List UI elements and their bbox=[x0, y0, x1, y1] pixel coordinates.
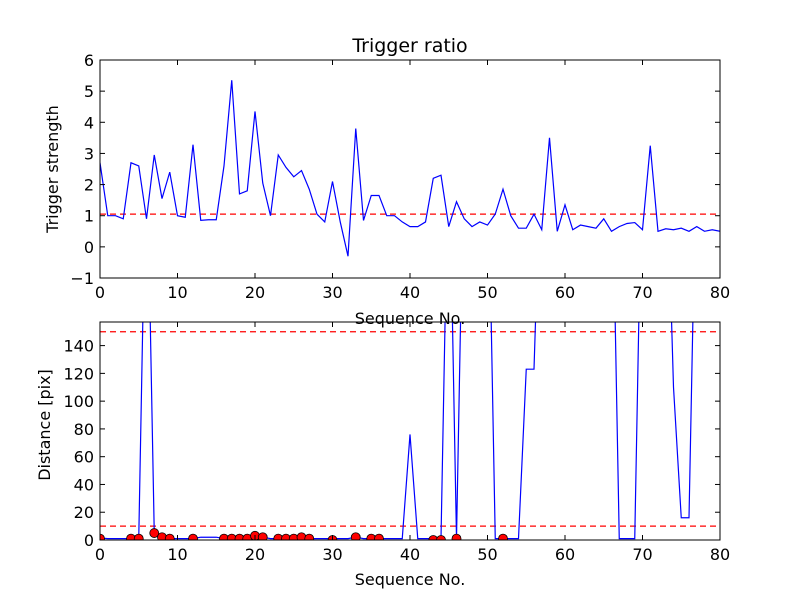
data-point-marker bbox=[436, 535, 446, 540]
data-point-marker bbox=[304, 533, 315, 540]
data-point-marker bbox=[350, 532, 361, 540]
y-tick-label: 4 bbox=[84, 113, 94, 132]
x-axis-label: Sequence No. bbox=[355, 309, 466, 328]
x-tick-label: 80 bbox=[710, 545, 730, 564]
plot-frame bbox=[99, 321, 721, 541]
data-point-marker bbox=[498, 533, 508, 540]
data-point-marker bbox=[374, 533, 384, 540]
y-axis-label: Distance [pix] bbox=[35, 369, 54, 481]
chart-title: Trigger ratio bbox=[351, 35, 467, 57]
x-tick-label: 30 bbox=[322, 545, 342, 564]
data-point-marker bbox=[100, 533, 105, 540]
y-tick-label: 1 bbox=[84, 207, 94, 226]
y-tick-label: 20 bbox=[74, 503, 94, 522]
y-axis-label: Trigger strength bbox=[43, 105, 62, 234]
x-tick-label: 10 bbox=[167, 545, 187, 564]
y-tick-label: 0 bbox=[84, 531, 94, 550]
x-tick-label: 50 bbox=[477, 545, 497, 564]
x-tick-label: 60 bbox=[555, 545, 575, 564]
y-tick-label: 2 bbox=[84, 176, 94, 195]
distance-chart: 0 10 20 30 40 50 60 70 80 0 20 40 60 80 100 120 140 Sequ… bbox=[35, 321, 730, 589]
series-line bbox=[100, 322, 694, 540]
x-tick-label: 40 bbox=[400, 545, 420, 564]
x-tick-label: 30 bbox=[322, 283, 342, 302]
y-tick-label: 6 bbox=[84, 51, 94, 70]
data-point-marker bbox=[451, 533, 462, 540]
x-tick-label: 20 bbox=[245, 283, 265, 302]
series-line bbox=[100, 80, 720, 257]
data-point-marker bbox=[164, 533, 175, 540]
data-point-marker bbox=[188, 533, 198, 540]
y-tick-label: 60 bbox=[74, 448, 94, 467]
y-tick-label: 40 bbox=[74, 475, 94, 494]
data-point-marker bbox=[149, 528, 160, 538]
data-point-marker bbox=[133, 533, 144, 540]
y-tick-label: 80 bbox=[74, 420, 94, 439]
y-tick-label: 0 bbox=[84, 238, 94, 257]
x-tick-label: 10 bbox=[167, 283, 187, 302]
y-tick-label: −1 bbox=[70, 269, 94, 288]
data-point-marker bbox=[428, 535, 439, 540]
x-tick-label: 70 bbox=[632, 545, 652, 564]
x-tick-label: 0 bbox=[95, 545, 105, 564]
y-tick-label: 140 bbox=[63, 337, 94, 356]
x-tick-label: 40 bbox=[400, 283, 420, 302]
x-tick-label: 0 bbox=[95, 283, 105, 302]
plot-frame bbox=[99, 59, 721, 279]
trigger-ratio-chart: Trigger ratio 0 10 20 30 40 50 60 70 80−10123456… bbox=[43, 35, 730, 328]
x-tick-label: 70 bbox=[632, 283, 652, 302]
x-axis-label: Sequence No. bbox=[355, 570, 466, 589]
y-tick-label: 100 bbox=[63, 392, 94, 411]
x-tick-label: 50 bbox=[477, 283, 497, 302]
data-point-marker bbox=[257, 532, 268, 540]
y-tick-label: 5 bbox=[84, 82, 94, 101]
y-tick-label: 3 bbox=[84, 144, 94, 163]
x-tick-label: 80 bbox=[710, 283, 730, 302]
x-tick-label: 60 bbox=[555, 283, 575, 302]
y-tick-label: 120 bbox=[63, 364, 94, 383]
x-tick-label: 20 bbox=[245, 545, 265, 564]
